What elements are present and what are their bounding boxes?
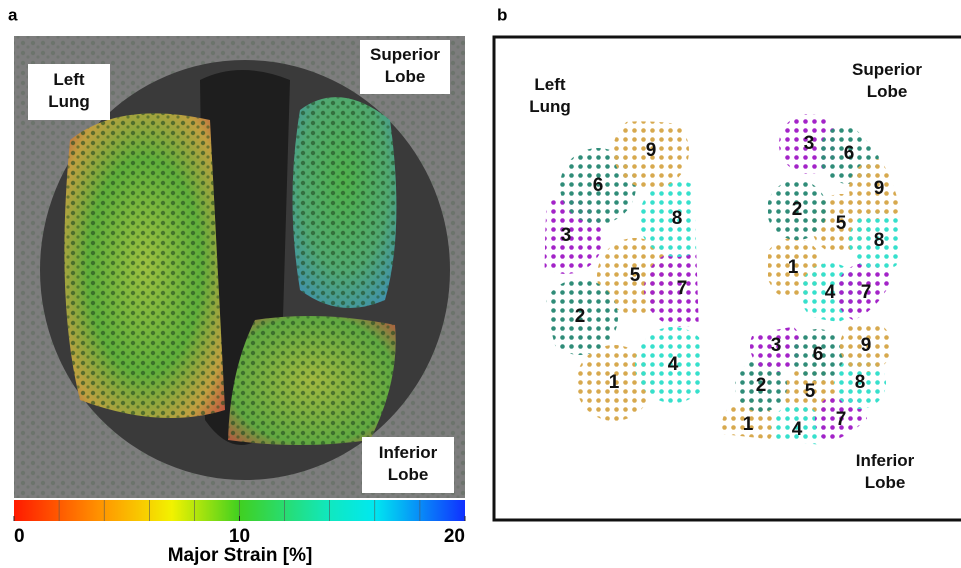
- region-label: 2: [575, 306, 586, 327]
- region-label: 3: [561, 225, 572, 246]
- region-label: 1: [609, 372, 620, 393]
- region-label: 5: [630, 265, 641, 286]
- region-label: 2: [756, 375, 767, 396]
- panel-label: b: [497, 5, 507, 24]
- region-label: 3: [771, 335, 782, 356]
- colorbar-tick-label: 0: [14, 526, 25, 547]
- colorbar-tick-label: 10: [229, 526, 250, 547]
- region-label: 6: [593, 175, 604, 196]
- colorbar-label: Major Strain [%]: [168, 545, 313, 566]
- region-label: 7: [677, 278, 688, 299]
- lobe: [528, 113, 720, 421]
- colorbar-tick-label: 20: [444, 526, 465, 547]
- region-label: 9: [874, 178, 885, 199]
- region-label: 9: [646, 140, 657, 161]
- region-label: 8: [874, 230, 885, 251]
- region-label: 8: [855, 372, 866, 393]
- region-label: 9: [861, 335, 872, 356]
- region-label: 7: [836, 409, 847, 430]
- region-label: 5: [836, 213, 847, 234]
- region-label: 6: [844, 143, 855, 164]
- region-label: 4: [792, 419, 803, 440]
- panel-label: a: [8, 5, 18, 24]
- superior-lobe-texture: [293, 97, 397, 308]
- figure: a Major Strain [%] b 123456789LeftLung12…: [0, 0, 961, 568]
- region-label: 3: [804, 133, 815, 154]
- region-label: 4: [668, 354, 679, 375]
- region-label: 5: [805, 381, 816, 402]
- region-label: 8: [672, 208, 683, 229]
- region-label: 4: [825, 282, 836, 303]
- region-label: 2: [792, 199, 803, 220]
- region-label: 6: [813, 344, 824, 365]
- inferior-lobe-texture: [228, 316, 396, 445]
- left-lung-texture: [64, 113, 225, 418]
- region-label: 1: [788, 257, 799, 278]
- region-label: 1: [743, 414, 754, 435]
- region-label: 7: [861, 282, 872, 303]
